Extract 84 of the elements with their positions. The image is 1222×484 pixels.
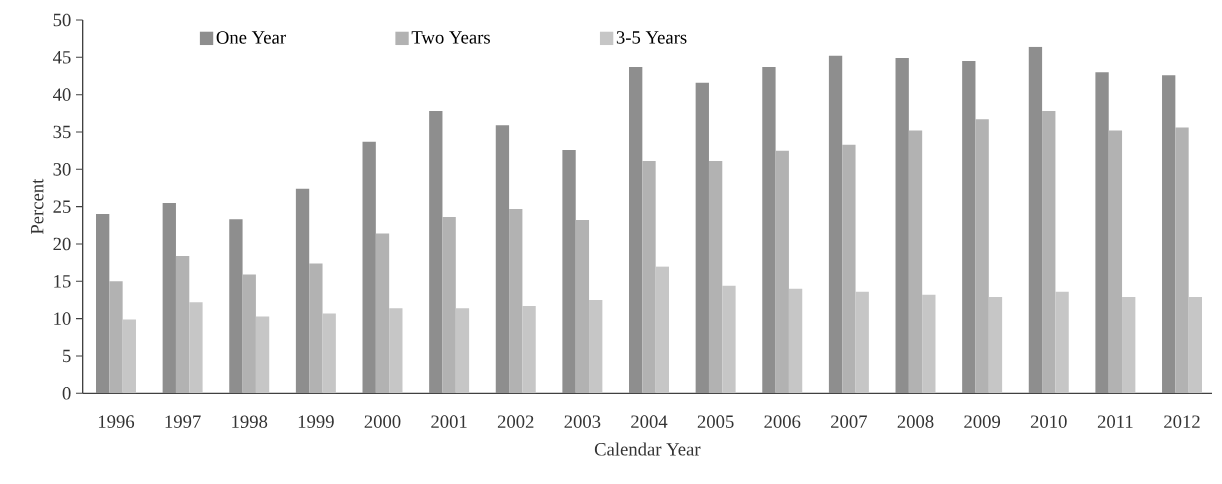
bar	[895, 58, 909, 394]
legend-label: Two Years	[411, 31, 490, 44]
bar	[375, 233, 390, 394]
x-tick-label: 2003	[564, 415, 601, 428]
y-tick-label: 40	[52, 88, 71, 101]
bar	[655, 266, 669, 394]
bar	[855, 291, 869, 394]
bar	[162, 202, 176, 394]
bar	[1188, 297, 1202, 394]
bar	[722, 285, 736, 394]
x-tick-label: 1997	[165, 415, 201, 428]
x-tick-label: 2002	[497, 415, 534, 428]
bar	[322, 313, 336, 394]
bar	[522, 305, 536, 394]
bar	[1162, 75, 1176, 394]
bar	[1028, 46, 1043, 394]
bar	[362, 141, 376, 394]
bar	[988, 297, 1003, 394]
bar	[295, 188, 310, 394]
y-axis-title: Percent	[31, 178, 44, 235]
x-tick-label: 2000	[364, 415, 401, 428]
y-tick-label: 15	[54, 275, 71, 288]
bar	[695, 82, 709, 394]
bar	[242, 274, 256, 394]
y-tick-label: 5	[63, 349, 71, 363]
bar	[509, 208, 523, 394]
bar	[389, 308, 403, 394]
x-axis-title: Calendar Year	[594, 442, 701, 456]
bar	[589, 299, 603, 394]
bar	[1095, 72, 1109, 394]
y-tick-label: 25	[53, 200, 71, 213]
y-tick-label: 45	[52, 51, 71, 64]
bar	[1175, 127, 1189, 394]
y-tick-label: 35	[53, 125, 71, 139]
bar	[1108, 130, 1123, 394]
bar	[309, 263, 323, 394]
x-tick-label: 1999	[298, 415, 334, 428]
bar	[642, 161, 656, 394]
bar	[229, 219, 243, 394]
legend-label: One Year	[216, 31, 286, 44]
bar	[1122, 297, 1136, 394]
bar	[495, 125, 510, 394]
x-tick-label: 2009	[964, 415, 1001, 428]
y-tick-label: 50	[53, 13, 71, 27]
x-tick-label: 1996	[98, 415, 135, 428]
bar	[788, 288, 803, 394]
bar	[1055, 291, 1069, 394]
x-tick-label: 2005	[697, 415, 734, 428]
bar	[922, 294, 936, 394]
x-tick-label: 2010	[1030, 415, 1067, 428]
x-tick-label: 2007	[831, 415, 868, 428]
x-tick-label: 2011	[1097, 415, 1133, 428]
bar	[442, 217, 456, 394]
x-tick-label: 2008	[897, 415, 934, 428]
bar	[962, 61, 976, 394]
x-tick-label: 2012	[1164, 415, 1200, 428]
bar	[575, 220, 590, 394]
x-tick-label: 2001	[431, 415, 467, 428]
bar	[908, 130, 923, 394]
x-tick-label: 2004	[631, 415, 668, 428]
bar	[775, 150, 789, 394]
bar	[109, 281, 123, 394]
bar	[96, 214, 110, 394]
bar	[629, 67, 643, 394]
bar	[975, 119, 989, 394]
x-tick-label: 1998	[232, 415, 268, 428]
bar	[189, 302, 203, 394]
y-tick-label: 10	[54, 312, 71, 325]
y-tick-label: 0	[62, 387, 71, 400]
y-tick-label: 30	[53, 163, 71, 176]
bar	[122, 319, 136, 394]
bar	[255, 316, 270, 394]
bar	[842, 144, 856, 394]
bar	[455, 308, 470, 394]
bar	[762, 67, 776, 394]
bar	[429, 111, 443, 394]
y-tick-label: 20	[53, 237, 71, 251]
bar	[828, 55, 843, 394]
bar	[175, 255, 190, 394]
legend-label: 3-5 Years	[616, 31, 687, 44]
bar	[1042, 111, 1056, 394]
x-tick-label: 2006	[764, 415, 801, 428]
bar	[708, 161, 723, 394]
bar	[562, 149, 576, 394]
